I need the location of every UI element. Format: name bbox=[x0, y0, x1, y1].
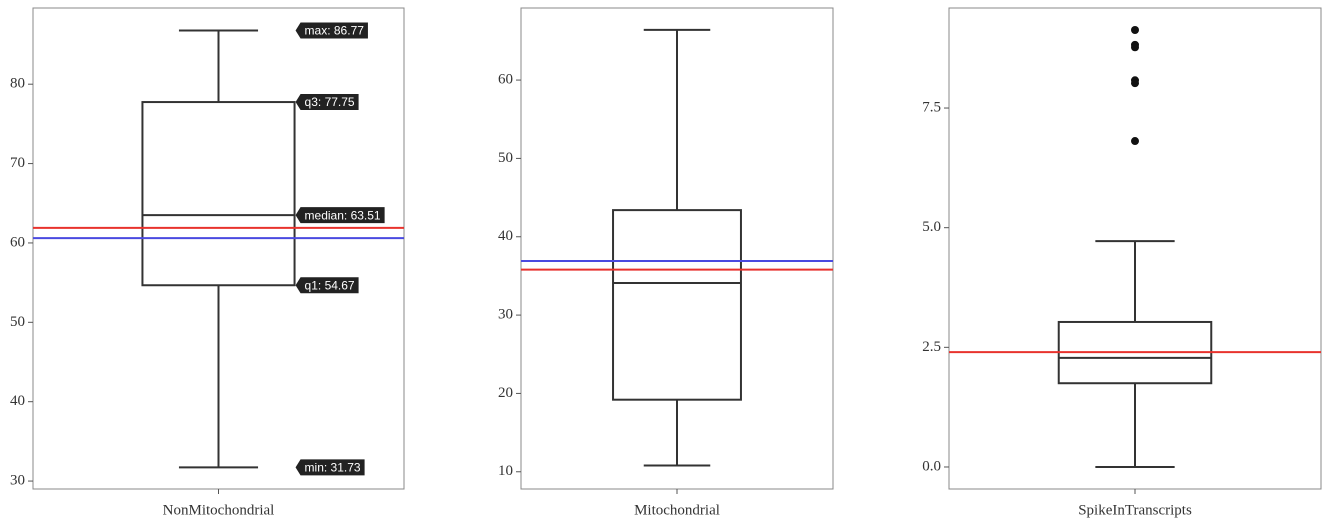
tooltip-bg bbox=[295, 277, 359, 294]
tooltip: min: 31.73 bbox=[295, 459, 365, 476]
x-tick-label: Mitochondrial bbox=[634, 502, 720, 518]
y-tick-label: 2.5 bbox=[922, 339, 941, 355]
tooltip-bg bbox=[295, 459, 365, 476]
tooltip-bg bbox=[295, 207, 385, 224]
y-tick-label: 5.0 bbox=[922, 219, 941, 235]
y-tick-label: 40 bbox=[498, 228, 513, 244]
y-tick-label: 7.5 bbox=[922, 99, 941, 115]
tooltip-bg bbox=[295, 22, 368, 39]
tooltip-label: median: 63.51 bbox=[305, 208, 381, 222]
tooltip: q1: 54.67 bbox=[295, 277, 359, 294]
tooltip-label: q1: 54.67 bbox=[305, 278, 355, 292]
tooltip-label: q3: 77.75 bbox=[305, 95, 355, 109]
y-tick-label: 60 bbox=[10, 234, 25, 250]
tooltip: median: 63.51 bbox=[295, 207, 385, 224]
y-tick-label: 20 bbox=[498, 385, 513, 401]
tooltip-bg bbox=[295, 94, 359, 111]
y-tick-label: 30 bbox=[498, 307, 513, 323]
tooltip-label: max: 86.77 bbox=[305, 24, 365, 38]
y-tick-label: 80 bbox=[10, 76, 25, 92]
box bbox=[612, 209, 742, 401]
y-tick-label: 50 bbox=[498, 150, 513, 166]
tooltip: q3: 77.75 bbox=[295, 94, 359, 111]
tooltip-label: min: 31.73 bbox=[305, 461, 361, 475]
x-tick-label: NonMitochondrial bbox=[163, 502, 275, 518]
y-tick-label: 60 bbox=[498, 72, 513, 88]
outlier bbox=[1131, 26, 1139, 35]
outlier bbox=[1131, 79, 1139, 88]
x-tick-label: SpikeInTranscripts bbox=[1078, 502, 1192, 518]
y-tick-label: 70 bbox=[10, 155, 25, 171]
outlier bbox=[1131, 43, 1139, 52]
tooltip: max: 86.77 bbox=[295, 22, 368, 39]
y-tick-label: 0.0 bbox=[922, 458, 941, 474]
box bbox=[141, 101, 296, 287]
y-tick-label: 10 bbox=[498, 463, 513, 479]
y-tick-label: 30 bbox=[10, 473, 25, 489]
y-tick-label: 40 bbox=[10, 393, 25, 409]
outlier bbox=[1131, 137, 1139, 146]
y-tick-label: 50 bbox=[10, 314, 25, 330]
